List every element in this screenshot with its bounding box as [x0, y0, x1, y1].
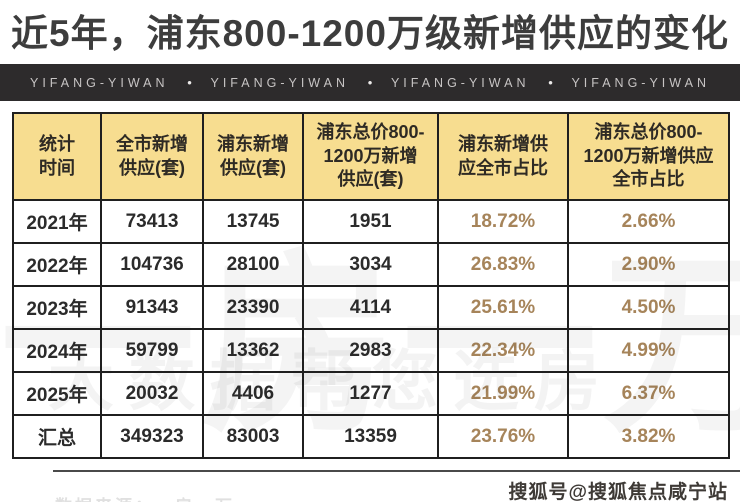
brand-bar: YIFANG-YIWAN • YIFANG-YIWAN • YIFANG-YIW… — [0, 64, 740, 101]
cell-pudong-share: 22.34% — [437, 328, 569, 373]
cell-year: 2024年 — [12, 328, 102, 373]
sohu-badge: 搜狐号@搜狐焦点咸宁站 — [508, 482, 728, 502]
cell-city-supply: 104736 — [100, 242, 204, 287]
table-row: 2023年 91343 23390 4114 25.61% 4.50% — [12, 285, 730, 330]
brand-label: YIFANG-YIWAN — [30, 75, 169, 90]
table-row: 2024年 59799 13362 2983 22.34% 4.99% — [12, 328, 730, 373]
cell-pudong-share: 21.99% — [437, 371, 569, 416]
table-row: 2022年 104736 28100 3034 26.83% 2.90% — [12, 242, 730, 287]
cell-pudong-supply: 28100 — [202, 242, 304, 287]
col-header-city-supply: 全市新增 供应(套) — [100, 112, 204, 201]
cell-year: 2022年 — [12, 242, 102, 287]
cell-year: 2023年 — [12, 285, 102, 330]
cell-total-label: 汇总 — [12, 414, 102, 459]
cell-pudong-share: 18.72% — [437, 199, 569, 244]
cell-band-share: 2.90% — [567, 242, 730, 287]
cell-city-supply: 20032 — [100, 371, 204, 416]
header-row: 统计 时间 全市新增 供应(套) 浦东新增 供应(套) 浦东总价800- 120… — [12, 112, 730, 201]
col-header-pudong-share: 浦东新增供 应全市占比 — [437, 112, 569, 201]
table-row: 2021年 73413 13745 1951 18.72% 2.66% — [12, 199, 730, 244]
cell-pudong-share: 25.61% — [437, 285, 569, 330]
brand-label: YIFANG-YIWAN — [390, 75, 530, 90]
supply-table: 统计 时间 全市新增 供应(套) 浦东新增 供应(套) 浦东总价800- 120… — [12, 112, 730, 459]
brand-label: YIFANG-YIWAN — [210, 75, 349, 90]
brand-label: YIFANG-YIWAN — [571, 75, 710, 90]
footer-divider — [53, 470, 740, 472]
cell-band-supply: 1277 — [302, 371, 439, 416]
cell-pudong-supply: 4406 — [202, 371, 304, 416]
cell-band-supply: 2983 — [302, 328, 439, 373]
cell-pudong-supply: 13745 — [202, 199, 304, 244]
cell-band-supply: 3034 — [302, 242, 439, 287]
cell-band-supply: 4114 — [302, 285, 439, 330]
col-header-time: 统计 时间 — [12, 112, 102, 201]
cell-band-share: 6.37% — [567, 371, 730, 416]
page-title: 近5年，浦东800-1200万级新增供应的变化 — [11, 13, 729, 54]
col-header-pudong-price-band-supply: 浦东总价800- 1200万新增 供应(套) — [302, 112, 439, 201]
cell-band-share: 2.66% — [567, 199, 730, 244]
bullet-separator-icon: • — [548, 75, 553, 90]
cell-band-share: 4.50% — [567, 285, 730, 330]
bullet-separator-icon: • — [367, 75, 373, 90]
col-header-pudong-supply: 浦东新增 供应(套) — [202, 112, 304, 201]
footer-source-note: 数据来源：一房一万 — [55, 492, 235, 502]
cell-year: 2021年 — [12, 199, 102, 244]
cell-city-supply: 91343 — [100, 285, 204, 330]
cell-band-supply: 1951 — [302, 199, 439, 244]
cell-city-supply: 73413 — [100, 199, 204, 244]
cell-year: 2025年 — [12, 371, 102, 416]
cell-band-share: 3.82% — [567, 414, 730, 459]
cell-band-supply: 13359 — [302, 414, 439, 459]
cell-pudong-supply: 13362 — [202, 328, 304, 373]
table-row: 2025年 20032 4406 1277 21.99% 6.37% — [12, 371, 730, 416]
cell-pudong-share: 26.83% — [437, 242, 569, 287]
cell-band-share: 4.99% — [567, 328, 730, 373]
table-row-total: 汇总 349323 83003 13359 23.76% 3.82% — [12, 414, 730, 459]
cell-city-supply: 59799 — [100, 328, 204, 373]
cell-city-supply: 349323 — [100, 414, 204, 459]
cell-pudong-supply: 23390 — [202, 285, 304, 330]
col-header-price-band-share: 浦东总价800- 1200万新增供应 全市占比 — [567, 112, 730, 201]
cell-pudong-supply: 83003 — [202, 414, 304, 459]
cell-pudong-share: 23.76% — [437, 414, 569, 459]
bullet-separator-icon: • — [187, 75, 192, 90]
